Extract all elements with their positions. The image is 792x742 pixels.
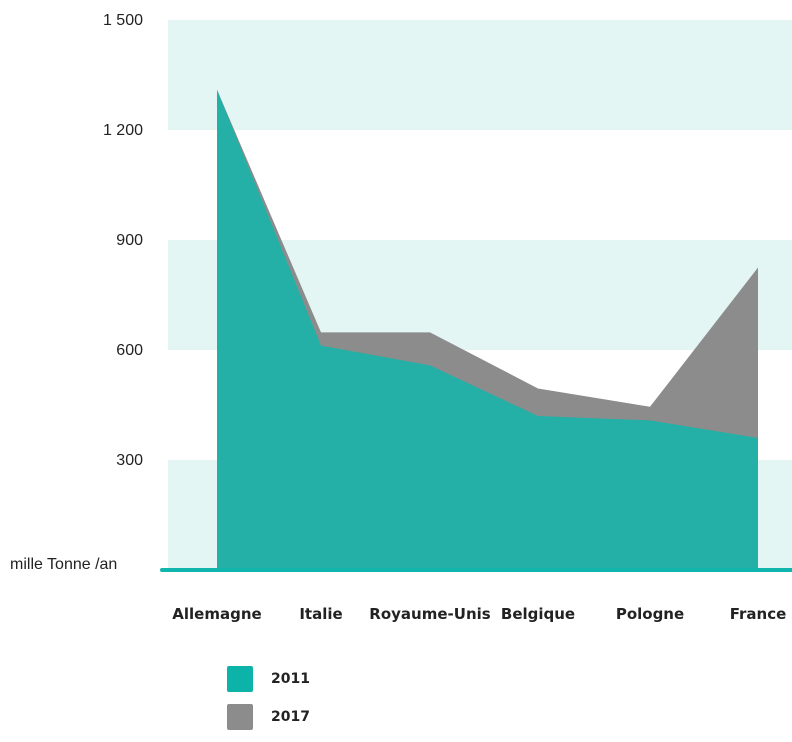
y-axis-ticks: 300 600 900 1 200 1 500 (103, 12, 143, 469)
y-axis-label: mille Tonne /an (10, 556, 117, 573)
x-axis-ticks: Allemagne Italie Royaume-Unis Belgique Polog… (172, 605, 786, 623)
y-tick-label: 1 500 (103, 12, 143, 29)
y-tick-label: 900 (116, 232, 143, 249)
x-tick-label: Italie (299, 605, 342, 623)
legend-swatch-2017 (227, 704, 253, 730)
x-tick-label: Pologne (616, 605, 684, 623)
y-tick-label: 600 (116, 342, 143, 359)
band-2 (168, 20, 792, 130)
series-areas (217, 89, 758, 570)
legend-item-2011: 2011 (227, 666, 310, 692)
legend-swatch-2011 (227, 666, 253, 692)
x-tick-label: Allemagne (172, 605, 261, 623)
legend-label-2011: 2011 (271, 671, 310, 687)
area-chart: 300 600 900 1 200 1 500 mille Tonne /an Alle… (10, 12, 792, 623)
legend-item-2017: 2017 (227, 704, 310, 730)
area-series-2011 (217, 89, 758, 570)
legend-label-2017: 2017 (271, 709, 310, 725)
x-tick-label: France (730, 605, 787, 623)
legend: 2011 2017 (227, 666, 310, 742)
y-tick-label: 300 (116, 452, 143, 469)
x-tick-label: Royaume-Unis (369, 605, 490, 623)
x-tick-label: Belgique (501, 605, 575, 623)
y-tick-label: 1 200 (103, 122, 143, 139)
